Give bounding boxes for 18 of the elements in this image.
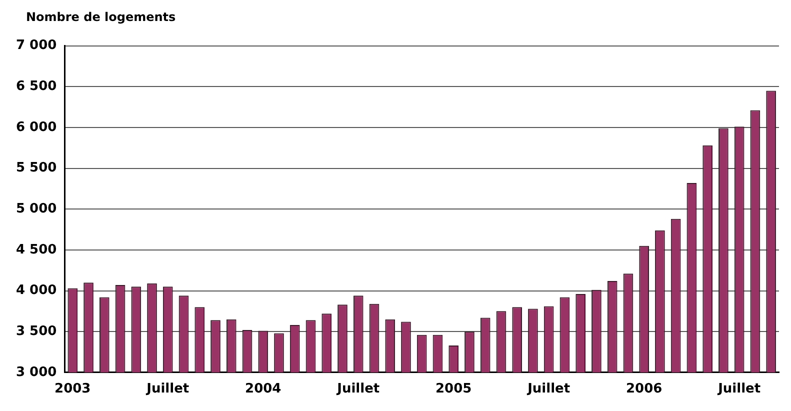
x-tick-label: Juillet xyxy=(717,382,761,397)
y-tick-label: 6 000 xyxy=(16,120,57,135)
y-tick-label: 7 000 xyxy=(16,38,57,54)
y-tick-label: 3 500 xyxy=(16,324,57,339)
y-tick-label: 5 000 xyxy=(16,201,57,216)
y-tick-label: 5 500 xyxy=(16,160,57,176)
x-tick-label: 2005 xyxy=(436,382,472,397)
y-axis-title: Nombre de logements xyxy=(25,9,177,26)
y-tick-label: 4 000 xyxy=(16,283,57,298)
y-tick-label: 6 500 xyxy=(16,79,57,94)
x-tick-label: 2003 xyxy=(54,382,91,397)
x-tick-label: Juillet xyxy=(526,382,570,397)
x-tick-label: Juillet xyxy=(146,382,190,397)
y-tick-label: 3 000 xyxy=(16,364,57,380)
y-tick-label: 4 500 xyxy=(16,242,57,258)
x-tick-label: Juillet xyxy=(336,382,380,397)
x-tick-label: 2004 xyxy=(245,382,282,397)
x-tick-label: 2006 xyxy=(626,382,662,397)
